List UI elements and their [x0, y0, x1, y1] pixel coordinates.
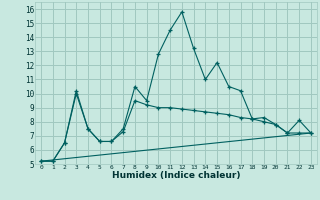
X-axis label: Humidex (Indice chaleur): Humidex (Indice chaleur) — [112, 171, 240, 180]
